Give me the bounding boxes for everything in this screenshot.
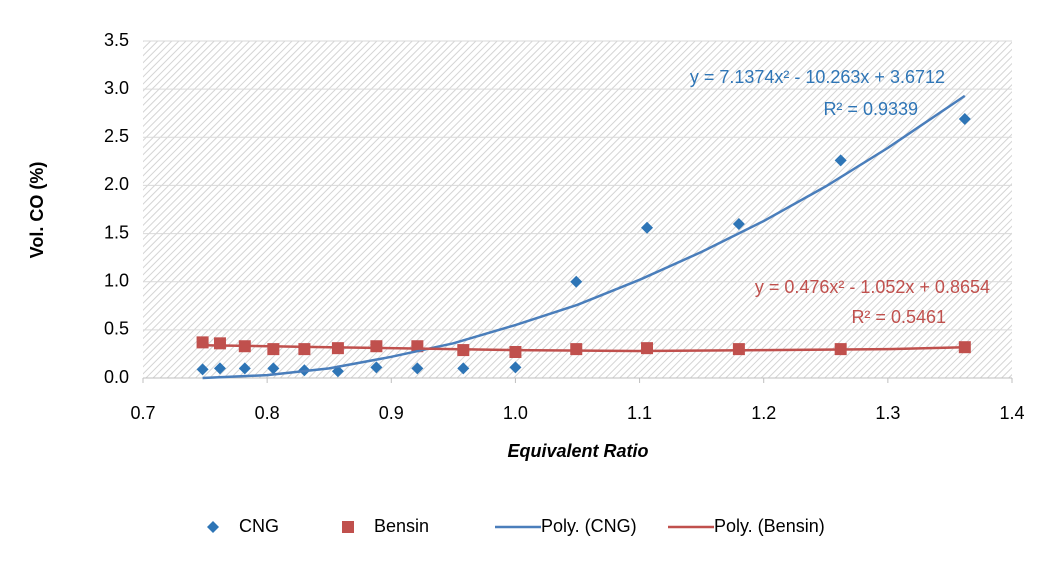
y-axis-label: Vol. CO (%) (27, 162, 47, 259)
x-tick-label: 1.2 (751, 403, 776, 423)
data-point (267, 362, 280, 375)
x-tick-label: 0.8 (255, 403, 280, 423)
data-point (370, 340, 383, 353)
x-tick-label: 1.3 (875, 403, 900, 423)
data-point (238, 362, 251, 375)
legend-swatch (342, 521, 354, 533)
data-point (370, 361, 383, 374)
trend-line (202, 94, 966, 380)
legend-label: Bensin (374, 516, 429, 536)
data-point (732, 217, 745, 230)
data-point (411, 362, 424, 375)
data-point (834, 154, 847, 167)
data-point (641, 342, 654, 355)
x-tick-label: 1.4 (999, 403, 1024, 423)
data-point (196, 363, 209, 376)
x-axis-label: Equivalent Ratio (507, 441, 648, 461)
data-point (958, 112, 971, 125)
x-tick-label: 1.1 (627, 403, 652, 423)
y-tick-label: 0.0 (104, 367, 129, 387)
data-point (298, 343, 311, 356)
trendline-equation: y = 0.476x² - 1.052x + 0.8654 (755, 277, 990, 297)
x-tick-label: 0.7 (130, 403, 155, 423)
data-point (641, 221, 654, 234)
trend-line (202, 344, 965, 353)
y-tick-label: 3.0 (104, 78, 129, 98)
legend-label: Poly. (CNG) (541, 516, 637, 536)
y-tick-label: 3.5 (104, 30, 129, 50)
y-tick-label: 0.5 (104, 319, 129, 339)
trendline-equation: R² = 0.5461 (851, 307, 946, 327)
y-tick-label: 2.0 (104, 174, 129, 194)
legend-label: CNG (239, 516, 279, 536)
data-point (570, 275, 583, 288)
y-tick-label: 1.0 (104, 270, 129, 290)
x-tick-label: 1.0 (503, 403, 528, 423)
legend-swatch (207, 521, 219, 533)
data-point (570, 343, 583, 356)
plot-area (143, 41, 1012, 378)
trendline-equation: y = 7.1374x² - 10.263x + 3.6712 (690, 67, 945, 87)
data-point (509, 361, 522, 374)
data-point (213, 362, 226, 375)
x-tick-label: 0.9 (379, 403, 404, 423)
y-tick-label: 1.5 (104, 222, 129, 242)
legend-label: Poly. (Bensin) (714, 516, 825, 536)
data-point (267, 343, 280, 356)
data-point (213, 337, 226, 350)
trendline-equation: R² = 0.9339 (823, 99, 918, 119)
data-point (457, 362, 470, 375)
y-tick-label: 2.5 (104, 126, 129, 146)
data-point (509, 346, 522, 359)
